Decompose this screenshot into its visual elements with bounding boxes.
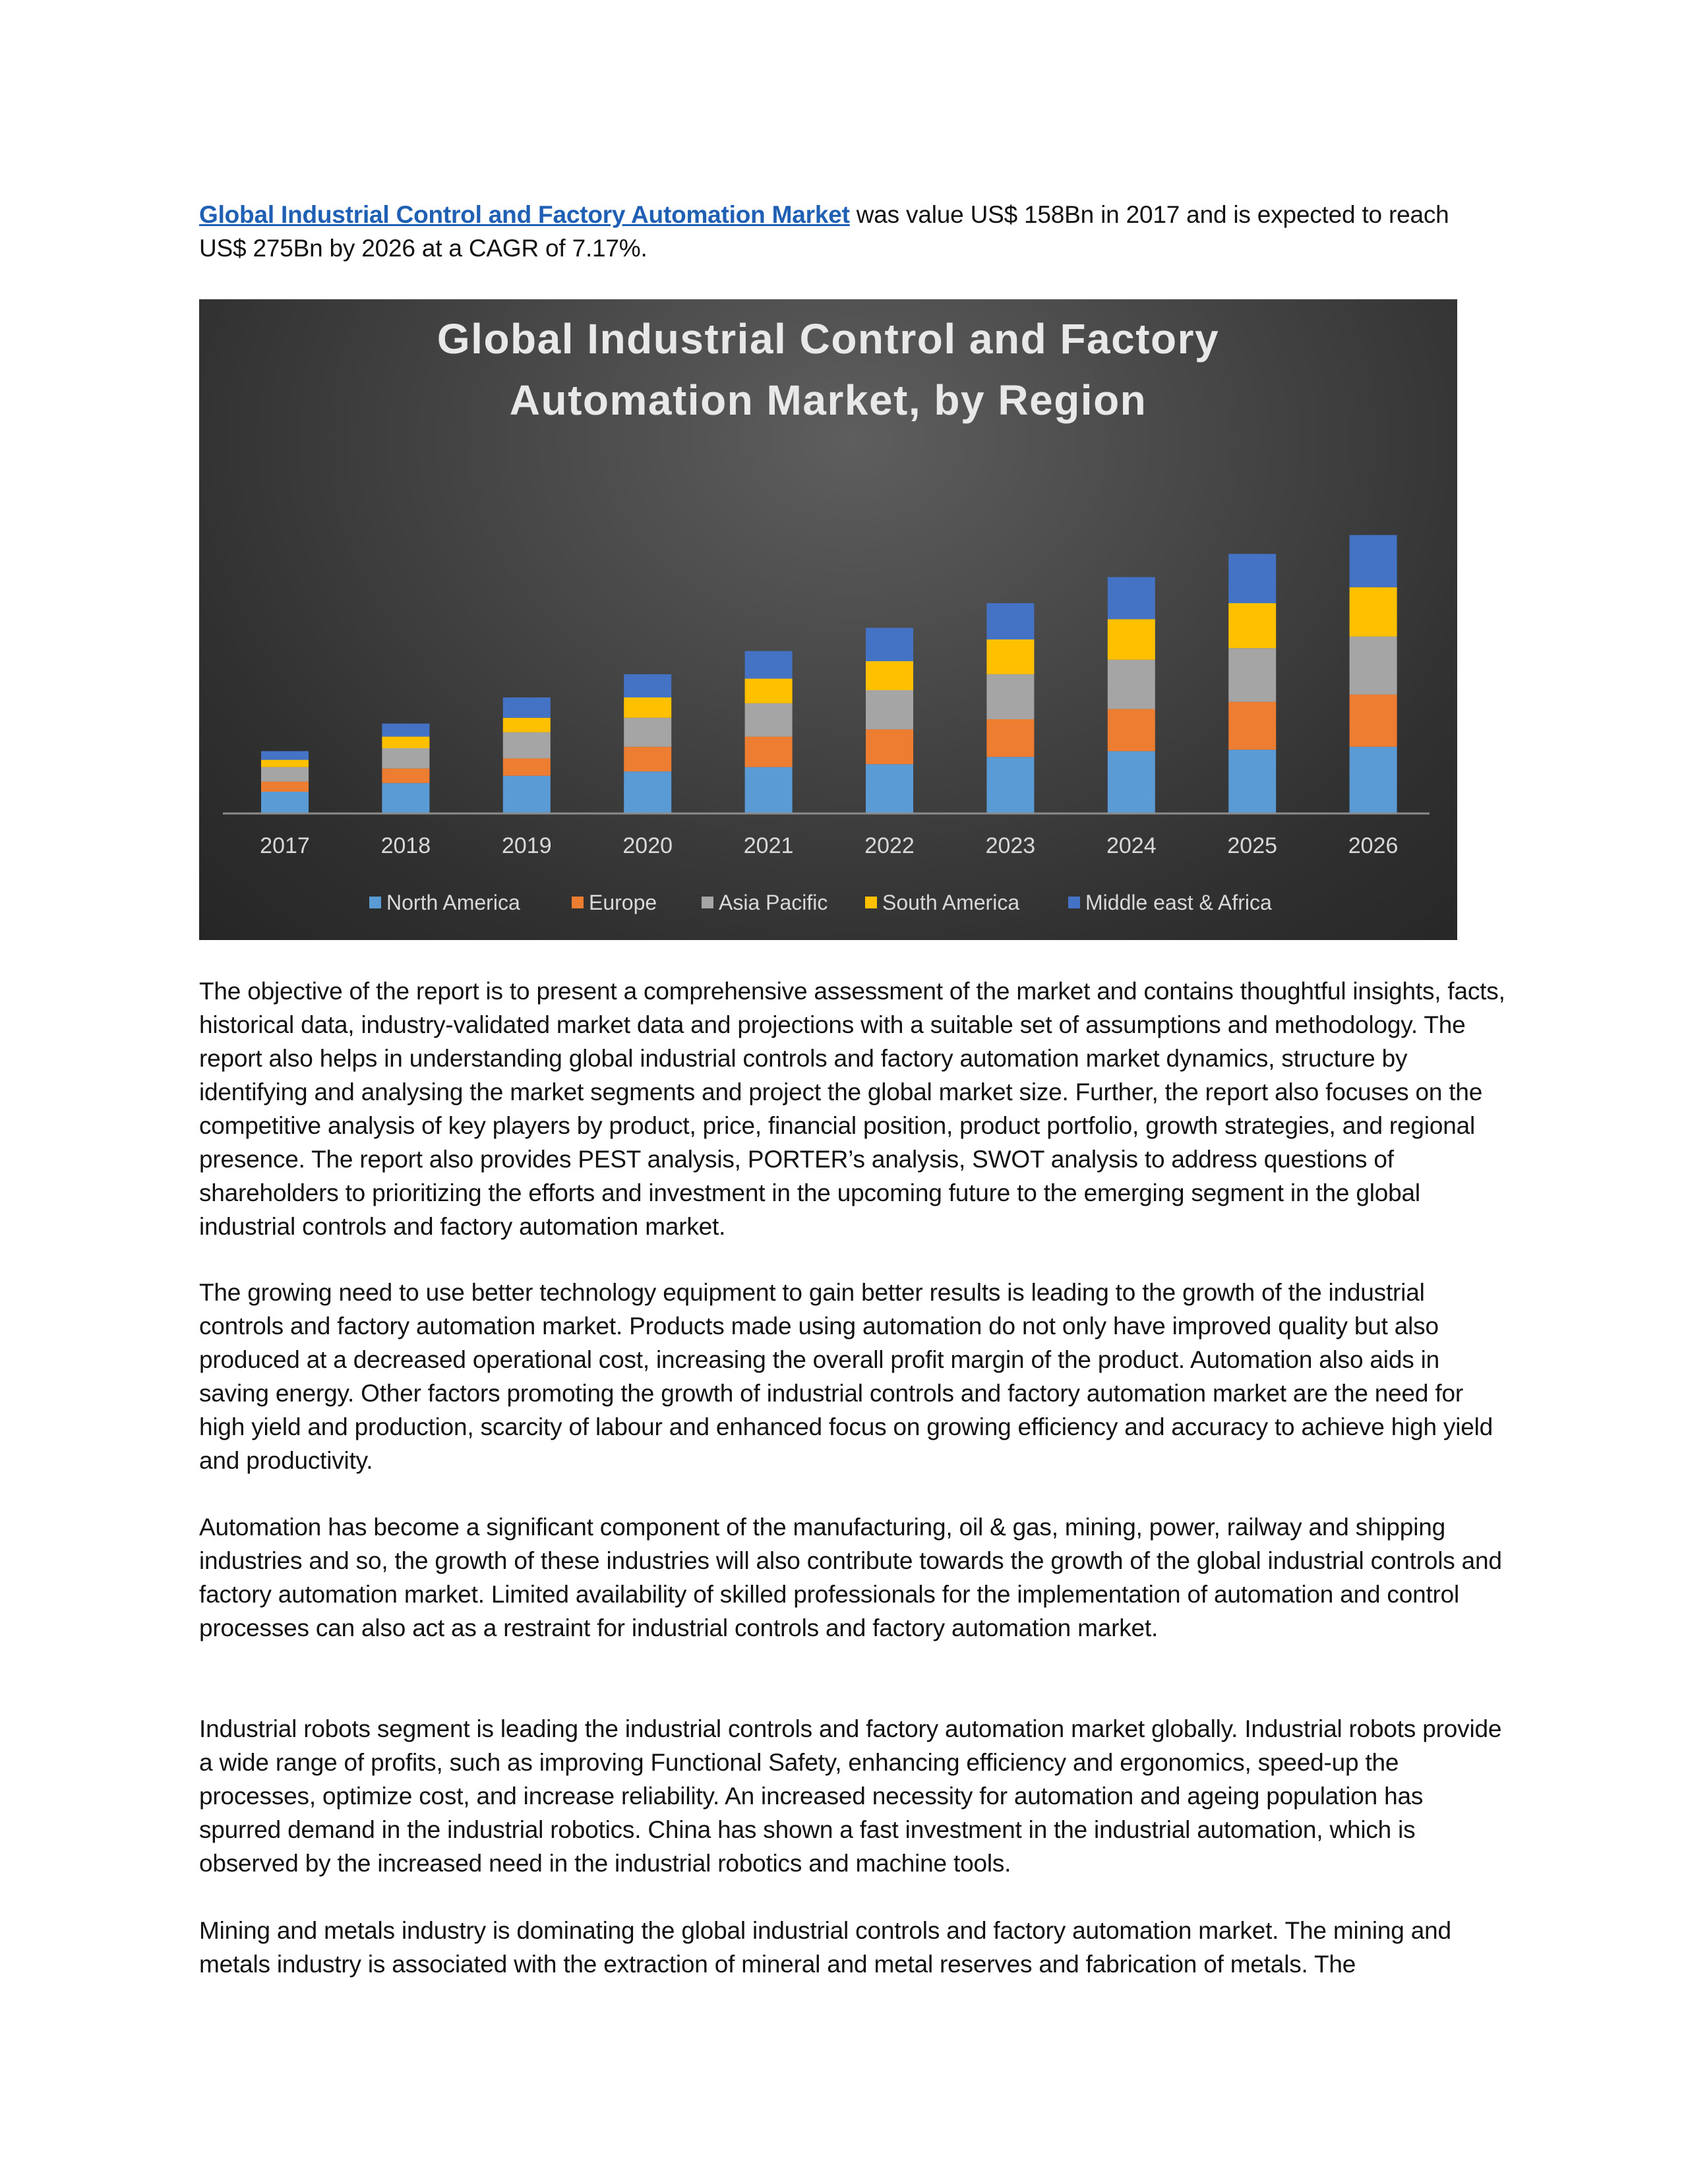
- bar-segment: [1349, 636, 1397, 695]
- bar-segment: [1349, 746, 1397, 813]
- bar-segment: [502, 717, 551, 732]
- bar-segment: [986, 639, 1035, 674]
- bar-segment: [261, 781, 309, 792]
- bar-segment: [382, 736, 430, 748]
- legend-swatch: [369, 897, 381, 908]
- bar-segment: [1228, 648, 1277, 702]
- legend-item: South America: [865, 891, 1019, 914]
- bar-segment: [1349, 587, 1397, 637]
- bar-segment: [1349, 694, 1397, 747]
- intro-paragraph: Global Industrial Control and Factory Au…: [199, 198, 1492, 265]
- x-tick-label: 2022: [864, 833, 915, 858]
- bar-segment: [382, 723, 430, 737]
- bar-segment: [744, 651, 793, 679]
- x-tick-label: 2023: [986, 833, 1036, 858]
- bar-segment: [1107, 619, 1155, 660]
- stacked-bar-chart: Global Industrial Control and Factory Au…: [223, 315, 1430, 914]
- chart-legend: North America Europe Asia Pacific South Ame…: [369, 891, 1272, 914]
- bar-segment: [624, 697, 672, 718]
- legend-label: Europe: [589, 891, 657, 914]
- bar-segment: [1107, 577, 1155, 620]
- bar-segment: [866, 690, 913, 730]
- chart-title-line-2: Automation Market, by Region: [510, 376, 1147, 424]
- bar-segment: [261, 792, 309, 813]
- bar-segment: [866, 729, 913, 765]
- x-tick-label: 2018: [381, 833, 431, 858]
- legend-item: Europe: [572, 891, 657, 914]
- bar-segment: [866, 764, 913, 813]
- legend-swatch: [702, 897, 713, 908]
- bar-segment: [624, 674, 672, 697]
- legend-swatch: [865, 897, 877, 908]
- bar-segment: [1107, 659, 1155, 709]
- bar-segment: [502, 697, 551, 718]
- bar-segment: [624, 746, 672, 772]
- paragraph-industries-restraints: Automation has become a significant comp…: [199, 1514, 1502, 1641]
- x-tick-label: 2025: [1227, 833, 1277, 858]
- bar-segment: [502, 732, 551, 759]
- bar-segment: [986, 674, 1035, 719]
- bar-segment: [261, 759, 309, 767]
- x-tick-labels: 2017 2018 2019 2020 2021 2022 2023 2024 2025 2026: [260, 833, 1398, 858]
- bar-segment: [1107, 709, 1155, 752]
- bar-segment: [502, 758, 551, 776]
- bar-segment: [744, 678, 793, 703]
- bar-segment: [866, 661, 913, 690]
- paragraph-market-drivers: The growing need to use better technolog…: [199, 1279, 1493, 1474]
- bar-segment: [382, 768, 430, 783]
- x-tick-label: 2026: [1348, 833, 1399, 858]
- intro-text: was value US$ 158Bn in 2017 and is expec…: [199, 201, 1449, 262]
- x-tick-label: 2020: [622, 833, 673, 858]
- bars-group: [261, 535, 1397, 813]
- x-tick-label: 2021: [744, 833, 794, 858]
- legend-item: North America: [369, 891, 520, 914]
- bar-segment: [866, 628, 913, 661]
- regional-market-chart: Global Industrial Control and Factory Au…: [199, 299, 1457, 940]
- bar-segment: [261, 751, 309, 760]
- paragraph-report-objective: The objective of the report is to presen…: [199, 978, 1505, 1240]
- bar-segment: [261, 767, 309, 782]
- document-content: Global Industrial Control and Factory Au…: [199, 198, 1511, 1978]
- bar-segment: [1107, 751, 1155, 813]
- x-tick-label: 2017: [260, 833, 310, 858]
- paragraph-industrial-robots: Industrial robots segment is leading the…: [199, 1715, 1502, 1877]
- x-tick-label: 2019: [502, 833, 552, 858]
- bar-segment: [502, 775, 551, 813]
- bar-segment: [986, 757, 1035, 813]
- bar-segment: [1349, 535, 1397, 587]
- legend-label: North America: [386, 891, 520, 914]
- bar-segment: [624, 771, 672, 813]
- bar-segment: [986, 719, 1035, 757]
- chart-title-line-1: Global Industrial Control and Factory: [437, 315, 1219, 363]
- market-report-link[interactable]: Global Industrial Control and Factory Au…: [199, 201, 850, 228]
- legend-label: South America: [882, 891, 1019, 914]
- legend-swatch: [1068, 897, 1080, 908]
- paragraph-mining-metals: Mining and metals industry is dominating…: [199, 1917, 1451, 1978]
- legend-label: Middle east & Africa: [1085, 891, 1272, 914]
- bar-segment: [986, 603, 1035, 639]
- bar-segment: [744, 703, 793, 737]
- x-tick-label: 2024: [1106, 833, 1157, 858]
- bar-segment: [1228, 603, 1277, 649]
- legend-label: Asia Pacific: [719, 891, 828, 914]
- bar-segment: [382, 782, 430, 813]
- bar-segment: [624, 717, 672, 747]
- bar-segment: [744, 767, 793, 813]
- bar-segment: [382, 748, 430, 769]
- legend-item: Middle east & Africa: [1068, 891, 1272, 914]
- legend-swatch: [572, 897, 584, 908]
- legend-item: Asia Pacific: [702, 891, 828, 914]
- bar-segment: [1228, 701, 1277, 750]
- bar-segment: [744, 736, 793, 767]
- bar-segment: [1228, 554, 1277, 603]
- bar-segment: [1228, 750, 1277, 813]
